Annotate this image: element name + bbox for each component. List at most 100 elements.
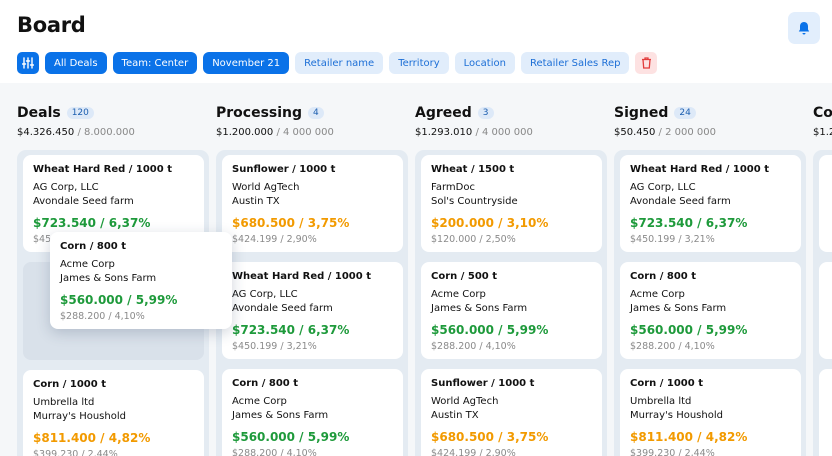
filter-chip[interactable]: Location [454,52,515,74]
card-value: $723.540 / 6,37% [33,216,151,230]
card-crop: Wheat / 1500 t [431,164,515,175]
card-value: $811.400 / 4,82% [33,431,151,445]
clear-filters-button[interactable] [635,52,658,74]
card-farm: Avondale Seed farm [232,303,333,314]
card-value: $811.400 / 4,82% [630,430,748,444]
deal-card[interactable]: Sunflower / 1000 t World AgTech Austin TX $… [421,369,602,456]
card-subvalue: $288.200 / 4,10% [60,311,145,322]
deal-card[interactable]: Corn / 1000 t Umbrella ltd Murray's Housho… [620,369,801,456]
card-crop: Corn / 1000 t [33,379,106,390]
column-title: Signed [614,105,669,121]
card-crop: Wheat Hard Red / 1000 t [232,271,371,282]
card-company: AG Corp, LLC [630,182,696,193]
column-header: Agreed 3 $1.293.010 / 4 000 000 [415,83,607,150]
card-placeholder [819,262,832,359]
column-amount-row: $1.293.010 / 4 000 000 [415,127,607,138]
card-company: World AgTech [232,182,300,193]
header: Board All Deals Team: Center November 21 Re… [0,0,832,83]
card-company: Acme Corp [630,289,685,300]
dragged-card[interactable]: Corn / 800 t Acme Corp James & Sons Farm $5… [50,232,232,329]
column-target: / 4 000 000 [475,127,533,138]
filter-chip[interactable]: All Deals [45,52,107,74]
card-crop: Corn / 1000 t [630,378,703,389]
card-farm: Austin TX [232,196,280,207]
column-count: 4 [308,107,324,119]
card-subvalue: $288.200 / 4,10% [232,448,317,456]
card-subvalue: $424.199 / 2,90% [232,234,317,245]
deal-card[interactable]: Wheat Hard Red / 1000 t AG Corp, LLC Avond… [222,262,403,359]
column: Co $1.29 [813,83,832,456]
deal-card[interactable]: Corn / 1000 t Umbrella ltd Murray's Housho… [23,370,204,456]
card-value: $680.500 / 3,75% [232,216,350,230]
column-target: / 4 000 000 [276,127,334,138]
card-company: Umbrella ltd [630,396,692,407]
deal-card[interactable]: Sunflower / 1000 t World AgTech Austin TX $… [222,155,403,252]
trash-icon [641,57,651,69]
columns: Deals 120 $4.326.450 / 8.000.000 Wheat Hard… [17,83,832,456]
card-subvalue: $288.200 / 4,10% [431,341,516,352]
column-title-row: Processing 4 [216,105,408,121]
card-subvalue: $399.230 / 2,44% [33,449,118,456]
column-target: / 2 000 000 [658,127,716,138]
notifications-button[interactable] [788,12,820,44]
column-title-row: Agreed 3 [415,105,607,121]
card-subvalue: $450.199 / 3,21% [232,341,317,352]
column-header: Processing 4 $1.200.000 / 4 000 000 [216,83,408,150]
deal-card[interactable]: Corn / 800 t Acme Corp James & Sons Farm $5… [222,369,403,456]
column-count: 24 [674,107,696,119]
filter-chip[interactable]: Retailer Sales Rep [520,52,630,74]
card-farm: Avondale Seed farm [33,196,134,207]
card-subvalue: $450.199 / 3,21% [630,234,715,245]
column: Processing 4 $1.200.000 / 4 000 000 Sunflow… [216,83,408,456]
column-title-row: Deals 120 [17,105,209,121]
card-farm: Murray's Houshold [630,410,723,421]
filter-chip[interactable]: Team: Center [112,52,198,74]
card-company: Acme Corp [60,259,115,270]
filter-chip[interactable]: Territory [389,52,449,74]
column-body: Wheat / 1500 t FarmDoc Sol's Countryside $2… [415,150,607,456]
filter-chip[interactable]: Retailer name [295,52,384,74]
board: Deals 120 $4.326.450 / 8.000.000 Wheat Hard… [0,83,832,456]
deal-card[interactable]: Wheat Hard Red / 1000 t AG Corp, LLC Avond… [620,155,801,252]
card-farm: James & Sons Farm [60,273,157,284]
column-body: Sunflower / 1000 t World AgTech Austin TX $… [216,150,408,456]
column-count: 3 [477,107,494,119]
card-subvalue: $424.199 / 2,90% [431,448,516,456]
column-amount: $1.200.000 [216,127,274,138]
card-company: Acme Corp [431,289,486,300]
column-target: / 8.000.000 [77,127,135,138]
deal-card[interactable]: Wheat / 1500 t FarmDoc Sol's Countryside $2… [421,155,602,252]
card-crop: Corn / 500 t [431,271,498,282]
card-subvalue: $288.200 / 4,10% [630,341,715,352]
column-header: Deals 120 $4.326.450 / 8.000.000 [17,83,209,150]
card-placeholder [819,369,832,456]
bell-icon [798,21,810,34]
column-amount-row: $1.29 [813,127,832,138]
card-value: $560.000 / 5,99% [60,293,178,307]
card-value: $200.000 / 3,10% [431,216,549,230]
card-crop: Corn / 800 t [630,271,697,282]
card-farm: James & Sons Farm [232,410,329,421]
card-crop: Sunflower / 1000 t [232,164,336,175]
column: Signed 24 $50.450 / 2 000 000 Wheat Hard Re… [614,83,806,456]
filter-settings-button[interactable] [17,52,39,74]
card-placeholder [819,155,832,252]
page-title: Board [17,13,86,37]
filter-chip[interactable]: November 21 [203,52,290,74]
card-farm: Avondale Seed farm [630,196,731,207]
card-crop: Wheat Hard Red / 1000 t [33,164,172,175]
card-farm: Sol's Countryside [431,196,518,207]
card-farm: James & Sons Farm [630,303,727,314]
card-company: Umbrella ltd [33,397,95,408]
card-farm: Murray's Houshold [33,411,126,422]
column-title: Agreed [415,105,472,121]
deal-card[interactable]: Corn / 500 t Acme Corp James & Sons Farm $5… [421,262,602,359]
card-farm: Austin TX [431,410,479,421]
column-body [813,150,832,456]
deal-card[interactable]: Corn / 800 t Acme Corp James & Sons Farm $5… [620,262,801,359]
filter-bar: All Deals Team: Center November 21 Retailer… [17,52,658,74]
card-farm: James & Sons Farm [431,303,528,314]
column-title-row: Signed 24 [614,105,806,121]
column-amount-row: $50.450 / 2 000 000 [614,127,806,138]
